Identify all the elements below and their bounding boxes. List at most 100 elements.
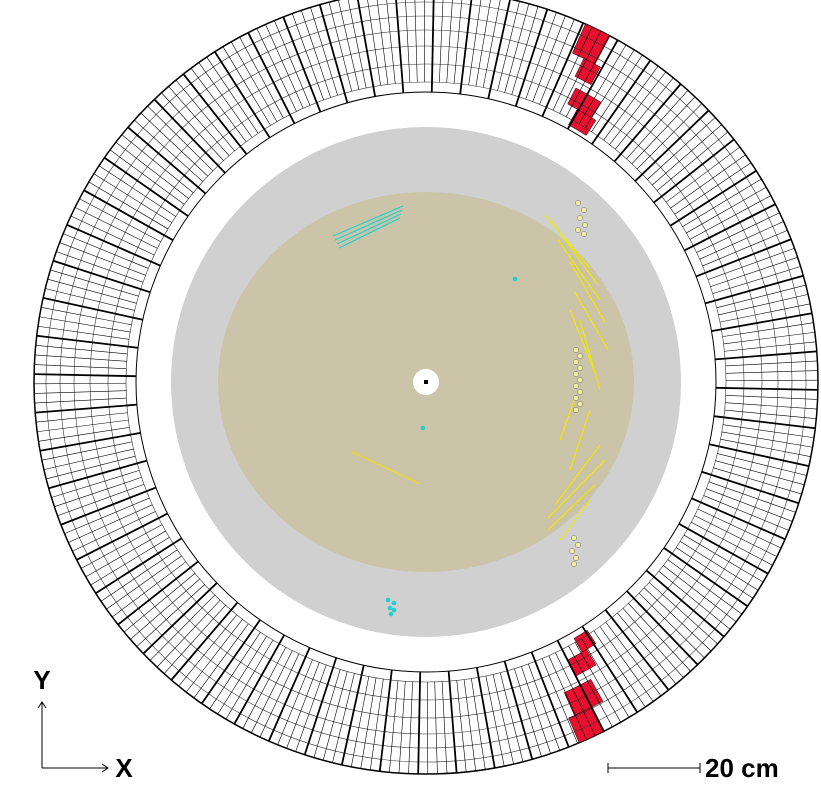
cell-border	[556, 640, 605, 732]
cell-border	[190, 68, 247, 143]
cell-border	[88, 181, 169, 230]
cell-border	[683, 534, 764, 583]
cell-border	[239, 36, 284, 119]
cell-border	[559, 30, 601, 114]
cell-border	[665, 146, 740, 203]
cell-border	[247, 32, 296, 124]
cell-border	[242, 647, 287, 729]
cell-border	[715, 386, 818, 391]
cell-border	[696, 212, 780, 253]
cell-border	[475, 0, 491, 87]
hit	[388, 611, 394, 617]
cell-border	[541, 658, 578, 744]
cell-border	[340, 665, 365, 766]
hit	[575, 200, 581, 206]
cell-border	[60, 486, 157, 526]
cell-border	[123, 573, 196, 633]
cell-border	[36, 412, 128, 423]
cell-border	[149, 594, 216, 661]
cell-border	[528, 663, 561, 751]
cell-border	[35, 345, 128, 355]
cell-border	[100, 549, 178, 602]
cell-border	[530, 651, 570, 748]
cell-border	[395, 0, 405, 93]
cell-border	[274, 20, 311, 106]
track-segment	[579, 319, 601, 391]
hit	[573, 395, 579, 401]
cell-border	[717, 453, 807, 476]
cell-border	[439, 0, 444, 83]
scale-label: 20 cm	[705, 753, 779, 783]
cell-border	[398, 681, 406, 774]
cell-border	[93, 173, 172, 223]
cell-border	[46, 455, 136, 480]
cell-border	[599, 626, 654, 702]
cell-border	[471, 678, 486, 770]
cell-border	[447, 671, 458, 773]
track-segment	[554, 444, 601, 506]
cell-border	[713, 415, 816, 430]
cell-border	[525, 12, 557, 100]
track-segment	[569, 309, 597, 376]
cell-border	[127, 126, 207, 195]
cell-border	[34, 390, 127, 394]
cell-border	[54, 477, 142, 507]
cell-border	[163, 604, 226, 674]
ring-layer	[89, 45, 763, 719]
cell-border	[724, 341, 816, 352]
cell-border	[45, 288, 135, 311]
cell-border	[389, 680, 399, 773]
track-segment	[569, 261, 606, 323]
cell-border	[567, 39, 619, 130]
cell-border	[357, 0, 377, 97]
cell-border	[706, 488, 793, 522]
cell-border	[695, 238, 792, 278]
cell-border	[680, 541, 759, 591]
cell-border	[295, 664, 327, 752]
track-segment	[569, 409, 591, 471]
cell-border	[658, 571, 731, 630]
x-arrow-head	[101, 763, 109, 773]
cell-border	[591, 54, 643, 132]
hit	[569, 548, 575, 554]
cell-border	[634, 109, 710, 182]
cell-border	[256, 28, 297, 112]
track-segment	[544, 214, 591, 269]
cell-border	[417, 671, 422, 774]
cell-border	[514, 668, 542, 757]
cell-border	[39, 316, 131, 333]
cell-border	[532, 15, 566, 102]
cell-border	[301, 10, 331, 98]
cell-border	[56, 251, 144, 283]
cell-border	[574, 642, 622, 723]
hit-cell	[567, 87, 602, 118]
cell-border	[720, 438, 811, 458]
cell-border	[142, 582, 218, 655]
hit-cell	[574, 58, 601, 85]
cell-border	[233, 634, 285, 725]
cell-border	[615, 77, 674, 150]
hit	[575, 227, 581, 233]
cell-border	[725, 395, 818, 400]
ring-layer	[107, 63, 745, 701]
cell-border	[644, 587, 712, 652]
cell-border	[170, 601, 239, 681]
cell-border	[59, 242, 146, 276]
hit	[573, 407, 579, 413]
cell-border	[47, 278, 137, 304]
cell-border	[723, 331, 815, 345]
cell-border	[605, 621, 662, 696]
cell-border	[468, 0, 482, 86]
cell-border	[130, 578, 200, 640]
cell-border	[310, 7, 338, 96]
cell-border	[66, 223, 161, 267]
hit	[573, 555, 579, 561]
cell-border	[712, 266, 801, 294]
hit	[581, 207, 587, 213]
hit	[577, 377, 583, 383]
cell-border	[697, 508, 782, 549]
track-segment	[557, 239, 601, 301]
cell-border	[37, 419, 129, 433]
cell-border	[497, 1, 520, 91]
cell-border	[121, 134, 194, 193]
